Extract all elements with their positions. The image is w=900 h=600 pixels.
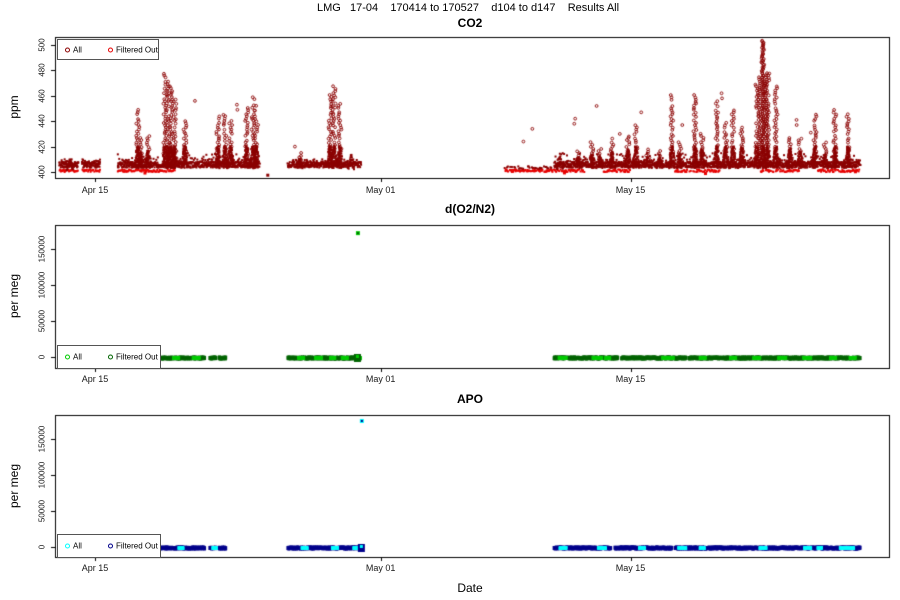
legend-label-all: All [73, 352, 82, 362]
y-tick-label: 400 [37, 165, 47, 179]
y-tick-label: 480 [37, 63, 47, 78]
x-tick-label: Apr 15 [81, 563, 109, 573]
x-tick-label: Apr 15 [81, 374, 109, 384]
legend-swatch-filtered-icon [108, 47, 113, 52]
x-tick-label: May 15 [615, 374, 646, 384]
panel-title-apo: APO [456, 392, 484, 406]
x-tick-label: May 01 [365, 374, 396, 384]
legend-apo: All Filtered Out [57, 534, 161, 558]
y-axis-label-do2n2: per meg [7, 273, 21, 319]
y-tick-label: 0 [37, 544, 47, 550]
legend-swatch-filtered-icon [108, 543, 113, 549]
legend-label-filtered: Filtered Out [116, 352, 158, 362]
legend-label-filtered: Filtered Out [116, 541, 158, 551]
legend-do2n2: All Filtered Out [57, 345, 161, 369]
y-tick-label: 420 [37, 139, 47, 154]
y-tick-label: 150000 [37, 425, 47, 453]
y-tick-label: 50000 [37, 309, 47, 333]
legend-swatch-all-icon [65, 354, 70, 360]
main-title: LMG 17-04 170414 to 170527 d104 to d147 … [316, 2, 620, 14]
legend-co2: All Filtered Out [57, 39, 159, 60]
x-tick-label: May 01 [365, 563, 396, 573]
y-tick-label: 150000 [37, 235, 47, 263]
x-tick-label: May 01 [365, 185, 396, 195]
y-tick-label: 0 [37, 354, 47, 360]
y-tick-label: 440 [37, 114, 47, 128]
y-tick-label: 100000 [37, 271, 47, 299]
panel-title-do2n2: d(O2/N2) [444, 202, 496, 216]
legend-swatch-all-icon [65, 543, 70, 549]
legend-label-filtered: Filtered Out [116, 45, 158, 54]
y-axis-label-apo: per meg [7, 463, 21, 509]
y-tick-label: 460 [37, 89, 47, 103]
legend-label-all: All [73, 45, 82, 54]
legend-swatch-all-icon [65, 47, 70, 52]
y-axis-label-co2: ppm [7, 95, 21, 119]
y-tick-label: 500 [37, 38, 47, 52]
panel-title-co2: CO2 [457, 16, 483, 30]
legend-swatch-filtered-icon [108, 354, 113, 360]
x-tick-label: May 15 [615, 185, 646, 195]
x-axis-label: Date [457, 581, 483, 595]
y-tick-label: 50000 [37, 499, 47, 523]
x-tick-label: May 15 [615, 563, 646, 573]
y-tick-label: 100000 [37, 461, 47, 489]
x-tick-label: Apr 15 [81, 185, 109, 195]
legend-label-all: All [73, 541, 82, 551]
